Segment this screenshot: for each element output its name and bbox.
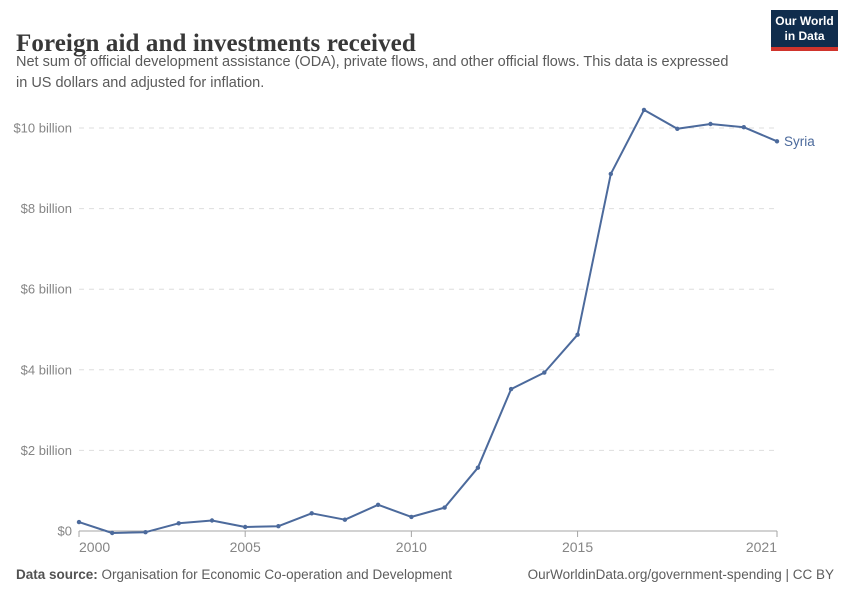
- data-point: [110, 530, 115, 536]
- data-line: [78, 108, 778, 534]
- data-point: [542, 370, 547, 375]
- page-title: Foreign aid and investments received: [16, 29, 416, 57]
- data-point: [442, 505, 447, 510]
- data-point: [741, 125, 746, 130]
- footer-datasource-value: Organisation for Economic Co-operation a…: [101, 567, 452, 582]
- data-point: [409, 514, 414, 520]
- data-point: [243, 524, 248, 530]
- y-axis-tick-label: $0: [58, 524, 72, 539]
- y-axis-tick-label: $8 billion: [21, 201, 72, 216]
- y-axis-tick-label: $10 billion: [13, 121, 72, 136]
- footer-datasource: Data source: Organisation for Economic C…: [16, 567, 452, 582]
- data-point: [176, 521, 181, 526]
- y-axis-tick-label: $4 billion: [21, 362, 72, 377]
- data-point: [641, 107, 647, 113]
- x-axis-tick-label: 2010: [396, 539, 427, 555]
- page-subtitle: Net sum of official development assistan…: [16, 52, 756, 94]
- x-axis-tick-label: 2005: [230, 539, 261, 555]
- y-axis-tick-label: $6 billion: [21, 282, 72, 297]
- footer-citation-link[interactable]: OurWorldinData.org/government-spending |…: [527, 567, 834, 582]
- data-point: [76, 519, 82, 525]
- data-point: [608, 171, 613, 177]
- data-point: [209, 518, 215, 523]
- data-point: [774, 139, 780, 144]
- data-point: [342, 517, 348, 522]
- data-point: [708, 121, 713, 127]
- subtitle-line-1: Net sum of official development assistan…: [16, 54, 729, 70]
- data-point: [675, 126, 680, 131]
- data-point: [575, 332, 580, 337]
- x-axis-tick-label: 2015: [562, 539, 593, 555]
- data-point: [375, 502, 381, 507]
- footer-datasource-label: Data source:: [16, 567, 98, 582]
- owid-logo: Our World in Data: [771, 10, 838, 51]
- x-axis-tick-label: 2000: [79, 539, 110, 555]
- chart-footer: Data source: Organisation for Economic C…: [16, 567, 834, 582]
- subtitle-line-2: in US dollars and adjusted for inflation…: [16, 75, 265, 91]
- data-point: [475, 465, 481, 470]
- data-point: [508, 386, 514, 392]
- owid-logo-line-1: Our World: [775, 13, 834, 28]
- data-point: [309, 511, 314, 516]
- owid-logo-line-2: in Data: [784, 28, 825, 43]
- series-label-syria: Syria: [784, 134, 815, 149]
- x-axis-tick-label: 2021: [746, 539, 777, 555]
- y-axis-tick-label: $2 billion: [21, 443, 72, 458]
- data-point: [276, 524, 281, 529]
- data-point: [143, 530, 148, 535]
